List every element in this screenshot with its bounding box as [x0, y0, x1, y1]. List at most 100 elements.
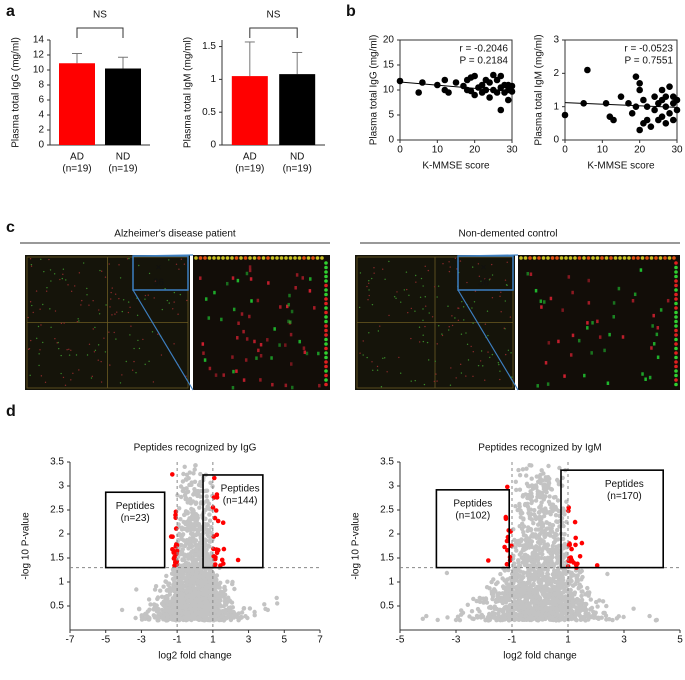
zoom-symbol: ×: [156, 263, 162, 274]
background-point: [435, 617, 440, 623]
array-spot: [62, 268, 65, 270]
point: [482, 86, 490, 94]
background-point: [536, 610, 541, 616]
array-spot: [237, 321, 240, 326]
point: [602, 100, 610, 107]
background-point: [474, 598, 479, 604]
background-point: [188, 501, 194, 506]
background-point: [537, 509, 542, 515]
background-point: [524, 570, 530, 575]
array-spot: [308, 289, 312, 293]
background-point: [178, 517, 183, 522]
array-zoom: [193, 255, 330, 390]
array-spot: [648, 375, 652, 380]
array-spot: [324, 265, 328, 270]
array-spot: [152, 381, 155, 383]
array-spot: [424, 265, 426, 268]
background-point: [592, 611, 597, 616]
array-spot: [324, 333, 328, 337]
y-axis-title: Plasma total IgG (mg/ml): [11, 37, 22, 148]
array-spot: [555, 256, 559, 260]
array-spot: [407, 311, 409, 314]
array-spot: [58, 347, 60, 350]
array-spot: [118, 297, 120, 300]
significant-point: [572, 519, 578, 525]
array-spot: [450, 367, 452, 369]
point: [617, 93, 625, 100]
significant-point: [594, 563, 600, 568]
array-spot: [266, 338, 269, 342]
array-spot: [324, 355, 328, 360]
background-point: [577, 607, 582, 612]
array-spot: [507, 349, 510, 351]
array-spot: [655, 332, 659, 337]
background-point: [212, 606, 218, 611]
background-point: [197, 617, 203, 622]
array-spot: [403, 289, 406, 291]
background-point: [204, 499, 209, 504]
array-spot: [284, 383, 288, 388]
array-spot: [324, 306, 328, 310]
background-point: [196, 592, 201, 598]
background-point: [549, 547, 554, 553]
array-spot: [649, 256, 654, 260]
background-point: [545, 484, 550, 489]
array-spot: [256, 298, 260, 303]
background-point: [502, 594, 508, 599]
array-spot: [441, 333, 443, 335]
background-point: [529, 499, 535, 504]
background-point: [166, 582, 171, 588]
background-point: [513, 574, 518, 580]
background-point: [161, 584, 166, 589]
array-spot: [30, 339, 32, 342]
background-point: [170, 610, 175, 615]
array-spot: [400, 301, 402, 303]
background-point: [552, 587, 557, 592]
background-point: [183, 495, 189, 501]
array-spot: [138, 347, 141, 350]
background-point: [180, 597, 185, 602]
background-point: [527, 513, 532, 518]
background-point: [154, 603, 159, 608]
array-spot: [674, 270, 678, 274]
y-tick-label: 20: [383, 35, 395, 46]
array-spot: [50, 326, 52, 329]
array-spot: [663, 256, 667, 260]
array-spot: [148, 360, 150, 363]
array-spot: [613, 256, 618, 260]
array-spot: [568, 256, 573, 260]
array-spot: [674, 360, 678, 364]
array-spot: [600, 256, 604, 260]
array-spot: [410, 307, 413, 310]
array-spot: [104, 276, 107, 278]
array-spot: [86, 287, 88, 290]
array-spot: [72, 372, 74, 375]
array-spot: [133, 360, 135, 363]
background-point: [521, 530, 526, 535]
array-spot: [434, 360, 436, 362]
array-spot: [61, 277, 64, 280]
array-spot: [115, 338, 117, 340]
array-spot: [136, 314, 139, 317]
background-point: [569, 578, 574, 584]
y-tick-label: 2.5: [50, 505, 64, 516]
background-point: [223, 596, 228, 602]
array-spot: [436, 343, 438, 345]
array-spot: [201, 342, 205, 346]
point: [580, 100, 587, 107]
background-point: [500, 617, 505, 623]
background-point: [247, 606, 253, 611]
array-spot: [460, 372, 463, 374]
array-spot: [46, 287, 48, 289]
array-spot: [519, 256, 523, 260]
background-point: [532, 598, 537, 603]
significant-point: [170, 472, 175, 477]
array-spot: [612, 301, 616, 305]
array-spot: [373, 267, 375, 269]
background-point: [579, 577, 584, 582]
array-spot: [259, 378, 262, 382]
array-spot: [74, 285, 76, 287]
array-spot: [37, 325, 40, 328]
background-point: [552, 597, 558, 603]
background-point: [499, 597, 505, 602]
